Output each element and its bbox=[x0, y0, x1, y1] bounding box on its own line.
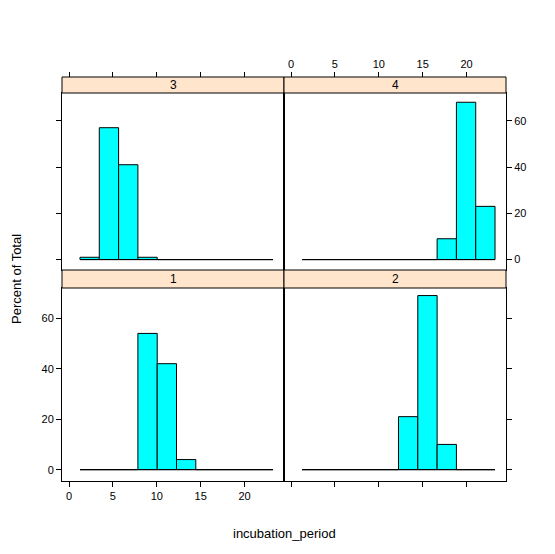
svg-text:Percent of Total: Percent of Total bbox=[9, 234, 24, 324]
svg-text:40: 40 bbox=[514, 161, 526, 173]
svg-text:60: 60 bbox=[514, 115, 526, 127]
svg-text:0: 0 bbox=[288, 58, 294, 70]
svg-text:20: 20 bbox=[460, 58, 472, 70]
svg-text:0: 0 bbox=[66, 490, 72, 502]
svg-text:5: 5 bbox=[110, 490, 116, 502]
svg-text:40: 40 bbox=[42, 363, 54, 375]
svg-text:60: 60 bbox=[42, 312, 54, 324]
svg-text:0: 0 bbox=[514, 253, 520, 265]
svg-text:1: 1 bbox=[170, 272, 177, 286]
svg-text:4: 4 bbox=[392, 78, 399, 92]
svg-text:15: 15 bbox=[417, 58, 429, 70]
svg-text:3: 3 bbox=[170, 78, 177, 92]
svg-text:0: 0 bbox=[48, 464, 54, 476]
svg-text:10: 10 bbox=[151, 490, 163, 502]
svg-text:20: 20 bbox=[514, 207, 526, 219]
svg-text:10: 10 bbox=[373, 58, 385, 70]
svg-text:20: 20 bbox=[238, 490, 250, 502]
svg-text:15: 15 bbox=[195, 490, 207, 502]
svg-text:20: 20 bbox=[42, 413, 54, 425]
svg-text:2: 2 bbox=[392, 272, 399, 286]
svg-text:5: 5 bbox=[332, 58, 338, 70]
svg-text:incubation_period: incubation_period bbox=[233, 526, 336, 541]
